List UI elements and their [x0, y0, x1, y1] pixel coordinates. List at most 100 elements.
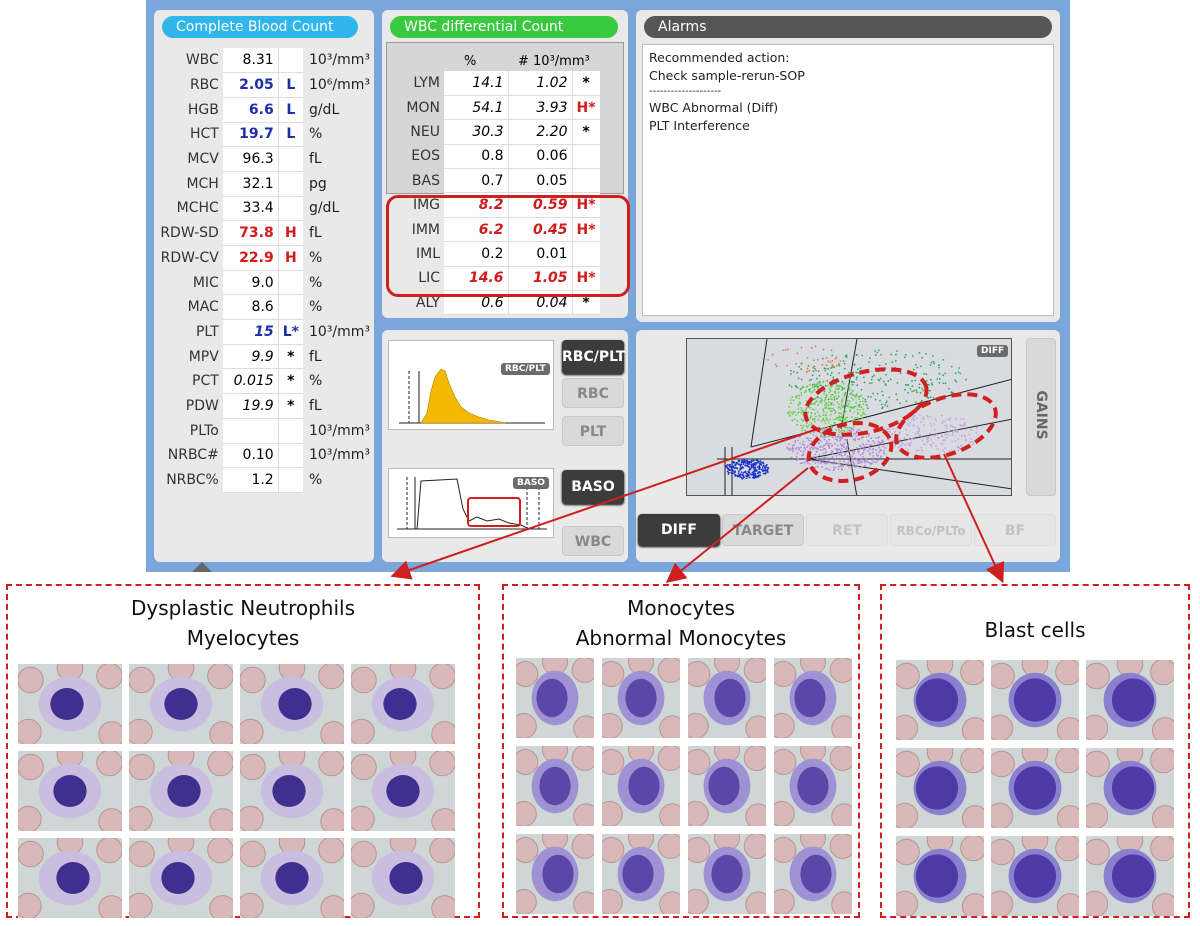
cell-image-svg [774, 834, 852, 914]
wbc-diff-table: LYM 14.1 1.02 * MON 54.1 3.93 H* NEU 30.3 2.20 * EOS… [382, 71, 600, 316]
cbc-unit: g/dL [308, 101, 340, 118]
wbc-label: MON [406, 99, 440, 116]
cell-image-svg [18, 838, 122, 918]
cbc-unit: 10³/mm³ [308, 422, 370, 439]
cell-image [18, 664, 122, 744]
alarm-line: Recommended action: [649, 50, 790, 65]
cbc-label: MCH [186, 175, 219, 192]
cbc-value: 8.31 [222, 48, 279, 74]
cell-image-svg [774, 746, 852, 826]
cell-image-svg [896, 836, 984, 916]
cbc-value: 73.8 [222, 220, 279, 246]
cell-image [351, 838, 455, 918]
cbc-unit: 10⁶/mm³ [308, 77, 370, 94]
wbc-button[interactable]: WBC [562, 526, 624, 556]
cbc-value: 9.0 [222, 270, 279, 296]
cell-image [991, 836, 1079, 916]
cbc-label: MIC [192, 274, 219, 291]
cbc-unit: % [308, 274, 323, 291]
plt-button[interactable]: PLT [562, 416, 624, 446]
wbc-pct: 0.7 [444, 168, 508, 194]
wbc-row-iml: IML 0.2 0.01 [382, 241, 600, 267]
wbc-row-lic: LIC 14.6 1.05 H* [382, 266, 600, 292]
cell-image [240, 838, 344, 918]
cell-image-svg [602, 834, 680, 914]
cell-image [351, 751, 455, 831]
cbc-unit: fL [308, 397, 322, 414]
cbc-value: 15 [222, 319, 279, 345]
cell-image [18, 838, 122, 918]
cbc-flag [277, 294, 303, 321]
tab-rbcoplto[interactable]: RBCo/PLTo [890, 514, 972, 546]
diff-scattergram[interactable]: DIFF [686, 338, 1012, 496]
tab-diff[interactable]: DIFF [638, 514, 720, 546]
cbc-unit: % [308, 126, 323, 143]
cbc-row-pct: PCT 0.015 *% [154, 368, 374, 395]
cell-image [516, 834, 594, 914]
wbc-row-mon: MON 54.1 3.93 H* [382, 95, 600, 121]
cbc-value: 2.05 [222, 72, 279, 98]
cbc-label: MAC [187, 299, 219, 316]
wbc-pct: 0.2 [444, 241, 508, 267]
immature-highlight-box [386, 195, 630, 297]
alarms-title: Alarms [644, 16, 1052, 38]
alarms-message-box: Recommended action: Check sample-rerun-S… [642, 44, 1054, 316]
cbc-row-mcv: MCV 96.3 fL [154, 146, 374, 172]
cell-image-svg [1086, 748, 1174, 828]
alarm-line: WBC Abnormal (Diff) [649, 100, 779, 115]
cell-image [688, 834, 766, 914]
tab-target[interactable]: TARGET [722, 514, 804, 546]
rbc-button[interactable]: RBC [562, 378, 624, 408]
alarms-panel: Alarms Recommended action: Check sample-… [636, 10, 1060, 322]
wbc-diff-panel: WBC differential Count % # 10³/mm³ LYM 14… [382, 10, 630, 318]
baso-button[interactable]: BASO [562, 470, 624, 504]
cell-image [129, 751, 233, 831]
cell-image-svg [516, 746, 594, 826]
wbc-diff-title: WBC differential Count [390, 16, 618, 38]
diff-scatter-label: DIFF [977, 345, 1009, 357]
cbc-flag [277, 443, 303, 469]
cell-image-svg [351, 664, 455, 744]
wbc-abs: 1.05 [507, 266, 572, 292]
monocytes-box: Monocytes Abnormal Monocytes [502, 584, 860, 918]
cbc-value: 1.2 [222, 467, 279, 493]
cbc-label: PLTo [189, 422, 219, 439]
cbc-flag: L [277, 97, 303, 123]
gains-button[interactable]: GAINS [1026, 338, 1056, 496]
cell-image [1086, 748, 1174, 828]
tab-ret[interactable]: RET [806, 514, 888, 546]
cbc-row-plto: PLTo 10³/mm³ [154, 418, 374, 444]
monocytes-title-1: Monocytes [627, 596, 735, 620]
cbc-row-hct: HCT 19.7 L% [154, 122, 374, 148]
cbc-label: MPV [188, 348, 219, 365]
baso-histogram[interactable]: BASO [388, 468, 554, 538]
cell-image-svg [991, 660, 1079, 740]
neutrophils-title-1: Dysplastic Neutrophils [130, 596, 356, 620]
cell-image [516, 746, 594, 826]
cell-image [774, 746, 852, 826]
cell-image-svg [129, 838, 233, 918]
cell-image [351, 664, 455, 744]
rbc-plt-histogram[interactable]: RBC/PLT [388, 340, 554, 430]
cbc-label: MCHC [176, 200, 219, 217]
cbc-unit: % [308, 472, 323, 489]
baso-highlight-box [467, 497, 521, 527]
wbc-label: NEU [410, 123, 440, 140]
wbc-pct: 6.2 [444, 217, 508, 243]
blasts-box: Blast cells [880, 584, 1190, 918]
alarm-line: Check sample-rerun-SOP [649, 68, 805, 83]
cell-image-svg [602, 746, 680, 826]
wbc-label: EOS [411, 148, 440, 165]
wbc-row-lym: LYM 14.1 1.02 * [382, 71, 600, 96]
rbc-plt-button[interactable]: RBC/PLT [562, 340, 625, 374]
cbc-value: 96.3 [222, 146, 279, 172]
cell-image-svg [240, 838, 344, 918]
cbc-row-wbc: WBC 8.31 10³/mm³ [154, 48, 374, 74]
wbc-pct: 0.8 [444, 144, 508, 170]
tab-bf[interactable]: BF [974, 514, 1056, 546]
cbc-unit: % [308, 249, 323, 266]
cell-image [602, 834, 680, 914]
wbc-abs: 0.01 [507, 241, 572, 267]
